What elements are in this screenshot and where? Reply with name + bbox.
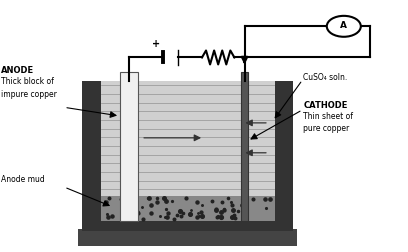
Circle shape xyxy=(327,16,361,37)
Bar xyxy=(82,81,101,231)
Text: Thick block of
impure copper: Thick block of impure copper xyxy=(1,77,57,99)
Text: +: + xyxy=(152,39,160,49)
Text: CATHODE: CATHODE xyxy=(303,101,348,110)
Text: Thin sheet of
pure copper: Thin sheet of pure copper xyxy=(303,112,353,134)
Bar xyxy=(242,72,248,221)
Text: A: A xyxy=(340,21,347,30)
Bar xyxy=(101,81,275,219)
Bar xyxy=(275,81,293,231)
Bar xyxy=(120,72,138,221)
Bar xyxy=(82,219,293,231)
Bar xyxy=(101,196,275,221)
Text: CuSO₄ soln.: CuSO₄ soln. xyxy=(303,73,348,82)
Text: ANODE: ANODE xyxy=(1,66,35,75)
Bar xyxy=(78,229,297,246)
Text: Anode mud: Anode mud xyxy=(1,175,45,184)
